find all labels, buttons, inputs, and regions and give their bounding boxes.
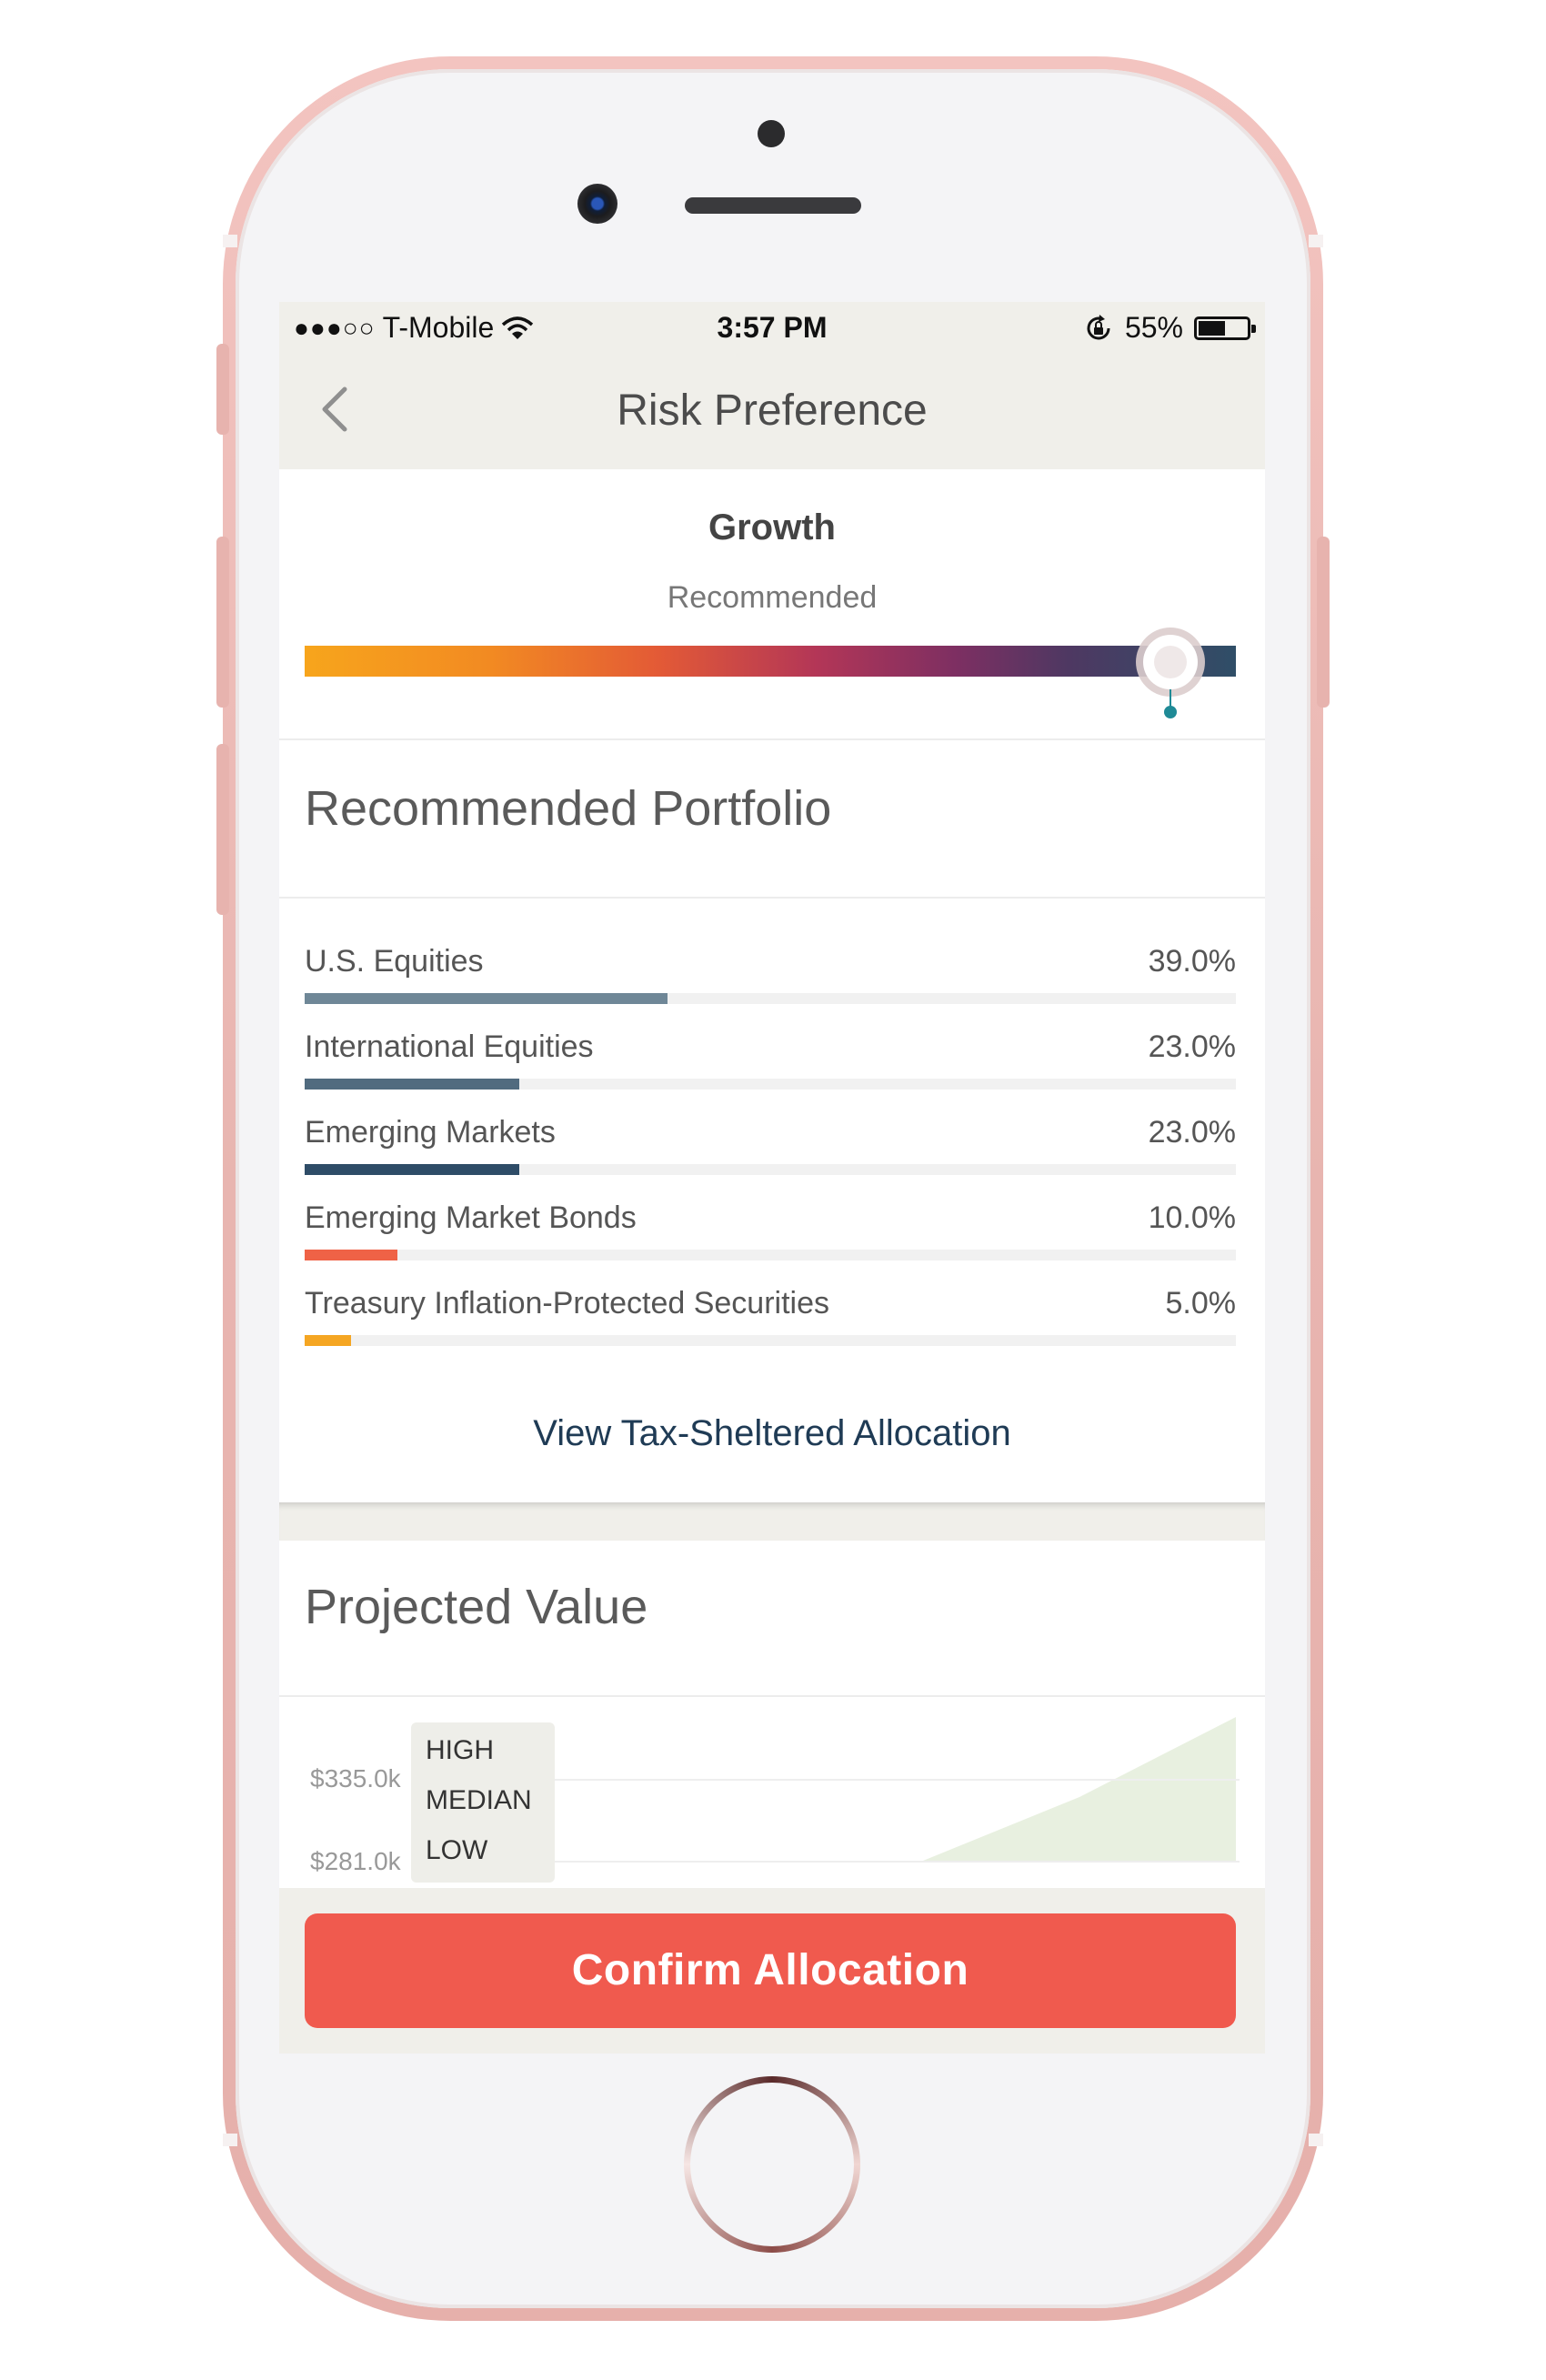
allocation-bar <box>305 1164 519 1175</box>
earpiece-speaker <box>685 197 861 214</box>
allocation-track <box>305 1250 1236 1260</box>
projected-title: Projected Value <box>305 1580 648 1634</box>
battery-percent: 55% <box>1124 311 1183 344</box>
wifi-icon <box>502 316 534 339</box>
silent-switch <box>216 344 229 435</box>
projected-area-svg <box>923 1717 1236 1861</box>
recommended-label: Recommended <box>667 580 878 615</box>
section-separator <box>279 1502 1265 1541</box>
gridline <box>411 1779 1240 1781</box>
legend: HIGH MEDIAN LOW <box>411 1722 555 1883</box>
legend-median[interactable]: MEDIAN <box>426 1785 532 1815</box>
allocation-bar <box>305 1250 398 1260</box>
app-screen: ●●●○○ T-Mobile 3:57 PM 55% <box>279 302 1265 2054</box>
allocation-track <box>305 1079 1236 1090</box>
volume-up-button <box>216 537 229 708</box>
allocation-track <box>305 1335 1236 1346</box>
allocation-percent: 23.0% <box>1148 1115 1236 1150</box>
risk-slider-thumb[interactable] <box>1143 635 1199 689</box>
back-chevron-icon[interactable] <box>310 382 365 437</box>
rotation-lock-icon <box>1087 314 1110 339</box>
antenna-line <box>1309 235 1323 247</box>
allocation-row: International Equities 23.0% <box>305 1029 1236 1115</box>
allocation-name: Emerging Market Bonds <box>305 1200 637 1235</box>
antenna-line <box>223 235 237 247</box>
page-title: Risk Preference <box>617 387 928 435</box>
allocation-row: U.S. Equities 39.0% <box>305 944 1236 1029</box>
tax-sheltered-link[interactable]: View Tax-Sheltered Allocation <box>533 1413 1011 1453</box>
recommended-marker <box>1164 689 1178 718</box>
allocation-percent: 10.0% <box>1148 1200 1236 1235</box>
projected-chart: $335.0k $281.0k HIGH MEDIAN LOW <box>279 1697 1265 1883</box>
carrier-name: T-Mobile <box>382 311 495 344</box>
gridline <box>411 1861 1240 1863</box>
projected-high-area <box>923 1717 1236 1861</box>
antenna-line <box>1309 2134 1323 2146</box>
y-tick-label: $281.0k <box>310 1847 401 1875</box>
home-button[interactable] <box>684 2076 860 2253</box>
allocation-row: Emerging Market Bonds 10.0% <box>305 1200 1236 1286</box>
allocation-percent: 5.0% <box>1165 1286 1237 1321</box>
portfolio-title: Recommended Portfolio <box>305 781 832 836</box>
bottom-action-bar: Confirm Allocation <box>279 1888 1265 2054</box>
antenna-line <box>223 2134 237 2146</box>
battery-fill <box>1199 320 1225 336</box>
risk-slider-track[interactable] <box>305 646 1236 677</box>
allocation-name: Emerging Markets <box>305 1115 556 1150</box>
status-right: 55% <box>1083 311 1256 345</box>
confirm-allocation-button[interactable]: Confirm Allocation <box>305 1913 1236 2028</box>
allocation-name: U.S. Equities <box>305 944 484 979</box>
allocation-row: Treasury Inflation-Protected Securities … <box>305 1286 1236 1371</box>
legend-high[interactable]: HIGH <box>426 1735 494 1765</box>
carrier-info: ●●●○○ T-Mobile <box>294 311 534 345</box>
power-button <box>1317 537 1330 708</box>
allocation-name: Treasury Inflation-Protected Securities <box>305 1286 829 1321</box>
allocation-bar <box>305 993 668 1004</box>
allocation-track <box>305 1164 1236 1175</box>
clock: 3:57 PM <box>717 311 828 344</box>
y-tick-label: $335.0k <box>310 1764 401 1793</box>
risk-profile-label: Growth <box>708 507 836 547</box>
allocation-row: Emerging Markets 23.0% <box>305 1115 1236 1200</box>
allocation-percent: 23.0% <box>1148 1029 1236 1064</box>
proximity-sensor <box>758 120 785 147</box>
allocation-bar <box>305 1335 352 1346</box>
allocation-track <box>305 993 1236 1004</box>
volume-down-button <box>216 744 229 915</box>
battery-icon <box>1194 316 1256 340</box>
risk-section: Growth Recommended <box>279 469 1265 740</box>
status-bar: ●●●○○ T-Mobile 3:57 PM 55% <box>279 302 1265 353</box>
divider <box>279 1695 1265 1697</box>
allocation-bar <box>305 1079 519 1090</box>
allocation-name: International Equities <box>305 1029 594 1064</box>
divider <box>279 897 1265 899</box>
navigation-bar: Risk Preference <box>279 353 1265 469</box>
front-camera <box>577 184 617 224</box>
legend-low[interactable]: LOW <box>426 1835 488 1865</box>
allocation-percent: 39.0% <box>1148 944 1236 979</box>
signal-strength-icon: ●●●○○ <box>294 313 376 342</box>
